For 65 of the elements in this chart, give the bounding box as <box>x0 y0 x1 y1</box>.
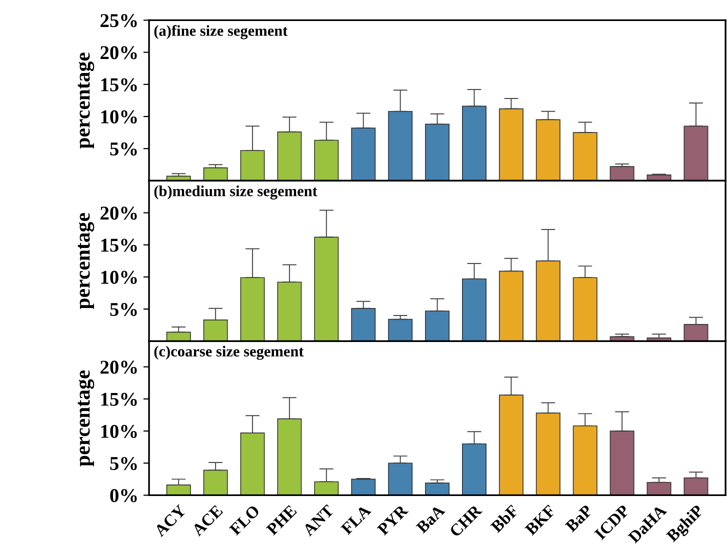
y-tick-label: 10% <box>101 270 137 284</box>
bar <box>277 418 302 496</box>
bar <box>425 310 450 342</box>
y-axis-title: percentage <box>78 213 94 310</box>
y-axis-title: percentage <box>78 370 94 466</box>
bar <box>462 443 486 496</box>
bar <box>610 430 634 496</box>
bar <box>240 432 265 496</box>
bar <box>314 236 339 342</box>
y-tick-label: 20% <box>100 206 137 220</box>
y-tick-label: 5% <box>110 456 137 470</box>
bar <box>351 308 376 342</box>
y-tick-label: 10% <box>101 424 137 438</box>
bar <box>388 110 413 181</box>
y-tick-label: 10% <box>101 110 137 124</box>
chart-title: (a)fine size segement <box>154 25 288 40</box>
y-tick-label: 0% <box>110 489 137 502</box>
bar <box>166 484 191 496</box>
bar <box>684 126 708 181</box>
bar <box>388 318 413 342</box>
bar <box>277 282 302 342</box>
bar <box>240 277 265 342</box>
bar <box>498 394 524 496</box>
y-tick-label: 25% <box>100 14 137 28</box>
bar <box>314 140 339 181</box>
bar <box>498 108 524 181</box>
bar <box>166 332 191 342</box>
y-tick-label: 15% <box>101 392 137 406</box>
y-tick-label: 5% <box>110 142 137 156</box>
bar <box>572 132 598 181</box>
x-tick-label: BaA <box>416 504 446 534</box>
x-tick-label: BaP <box>564 504 594 533</box>
bar <box>462 278 486 342</box>
bar <box>610 166 634 181</box>
bar <box>684 324 708 342</box>
bar <box>572 277 598 342</box>
y-tick-label: 20% <box>100 360 137 374</box>
chart-title: (b)medium size segement <box>154 185 318 200</box>
bar <box>646 482 672 496</box>
bar <box>203 320 228 342</box>
y-tick-label: 20% <box>100 46 137 60</box>
bar <box>351 128 376 181</box>
y-tick-label: 15% <box>101 238 137 252</box>
bar <box>498 270 524 342</box>
y-axis-title: percentage <box>78 52 94 149</box>
bar <box>462 106 486 181</box>
bar <box>277 131 302 181</box>
bar <box>572 425 598 496</box>
bar <box>425 482 450 496</box>
bar <box>536 412 560 496</box>
chart-title: (c)coarse size segement <box>154 346 304 360</box>
bar <box>388 462 413 496</box>
bar <box>314 481 339 496</box>
y-tick-label: 5% <box>110 302 137 316</box>
bar <box>203 470 228 496</box>
x-tick-label: FLA <box>340 504 372 536</box>
y-tick-label: 15% <box>101 78 137 92</box>
bar <box>536 119 560 181</box>
bar <box>351 478 376 496</box>
bar <box>425 124 450 181</box>
bar <box>536 260 560 342</box>
bar <box>684 477 708 496</box>
bar <box>240 150 265 181</box>
bar <box>646 174 672 181</box>
bar <box>203 167 228 181</box>
